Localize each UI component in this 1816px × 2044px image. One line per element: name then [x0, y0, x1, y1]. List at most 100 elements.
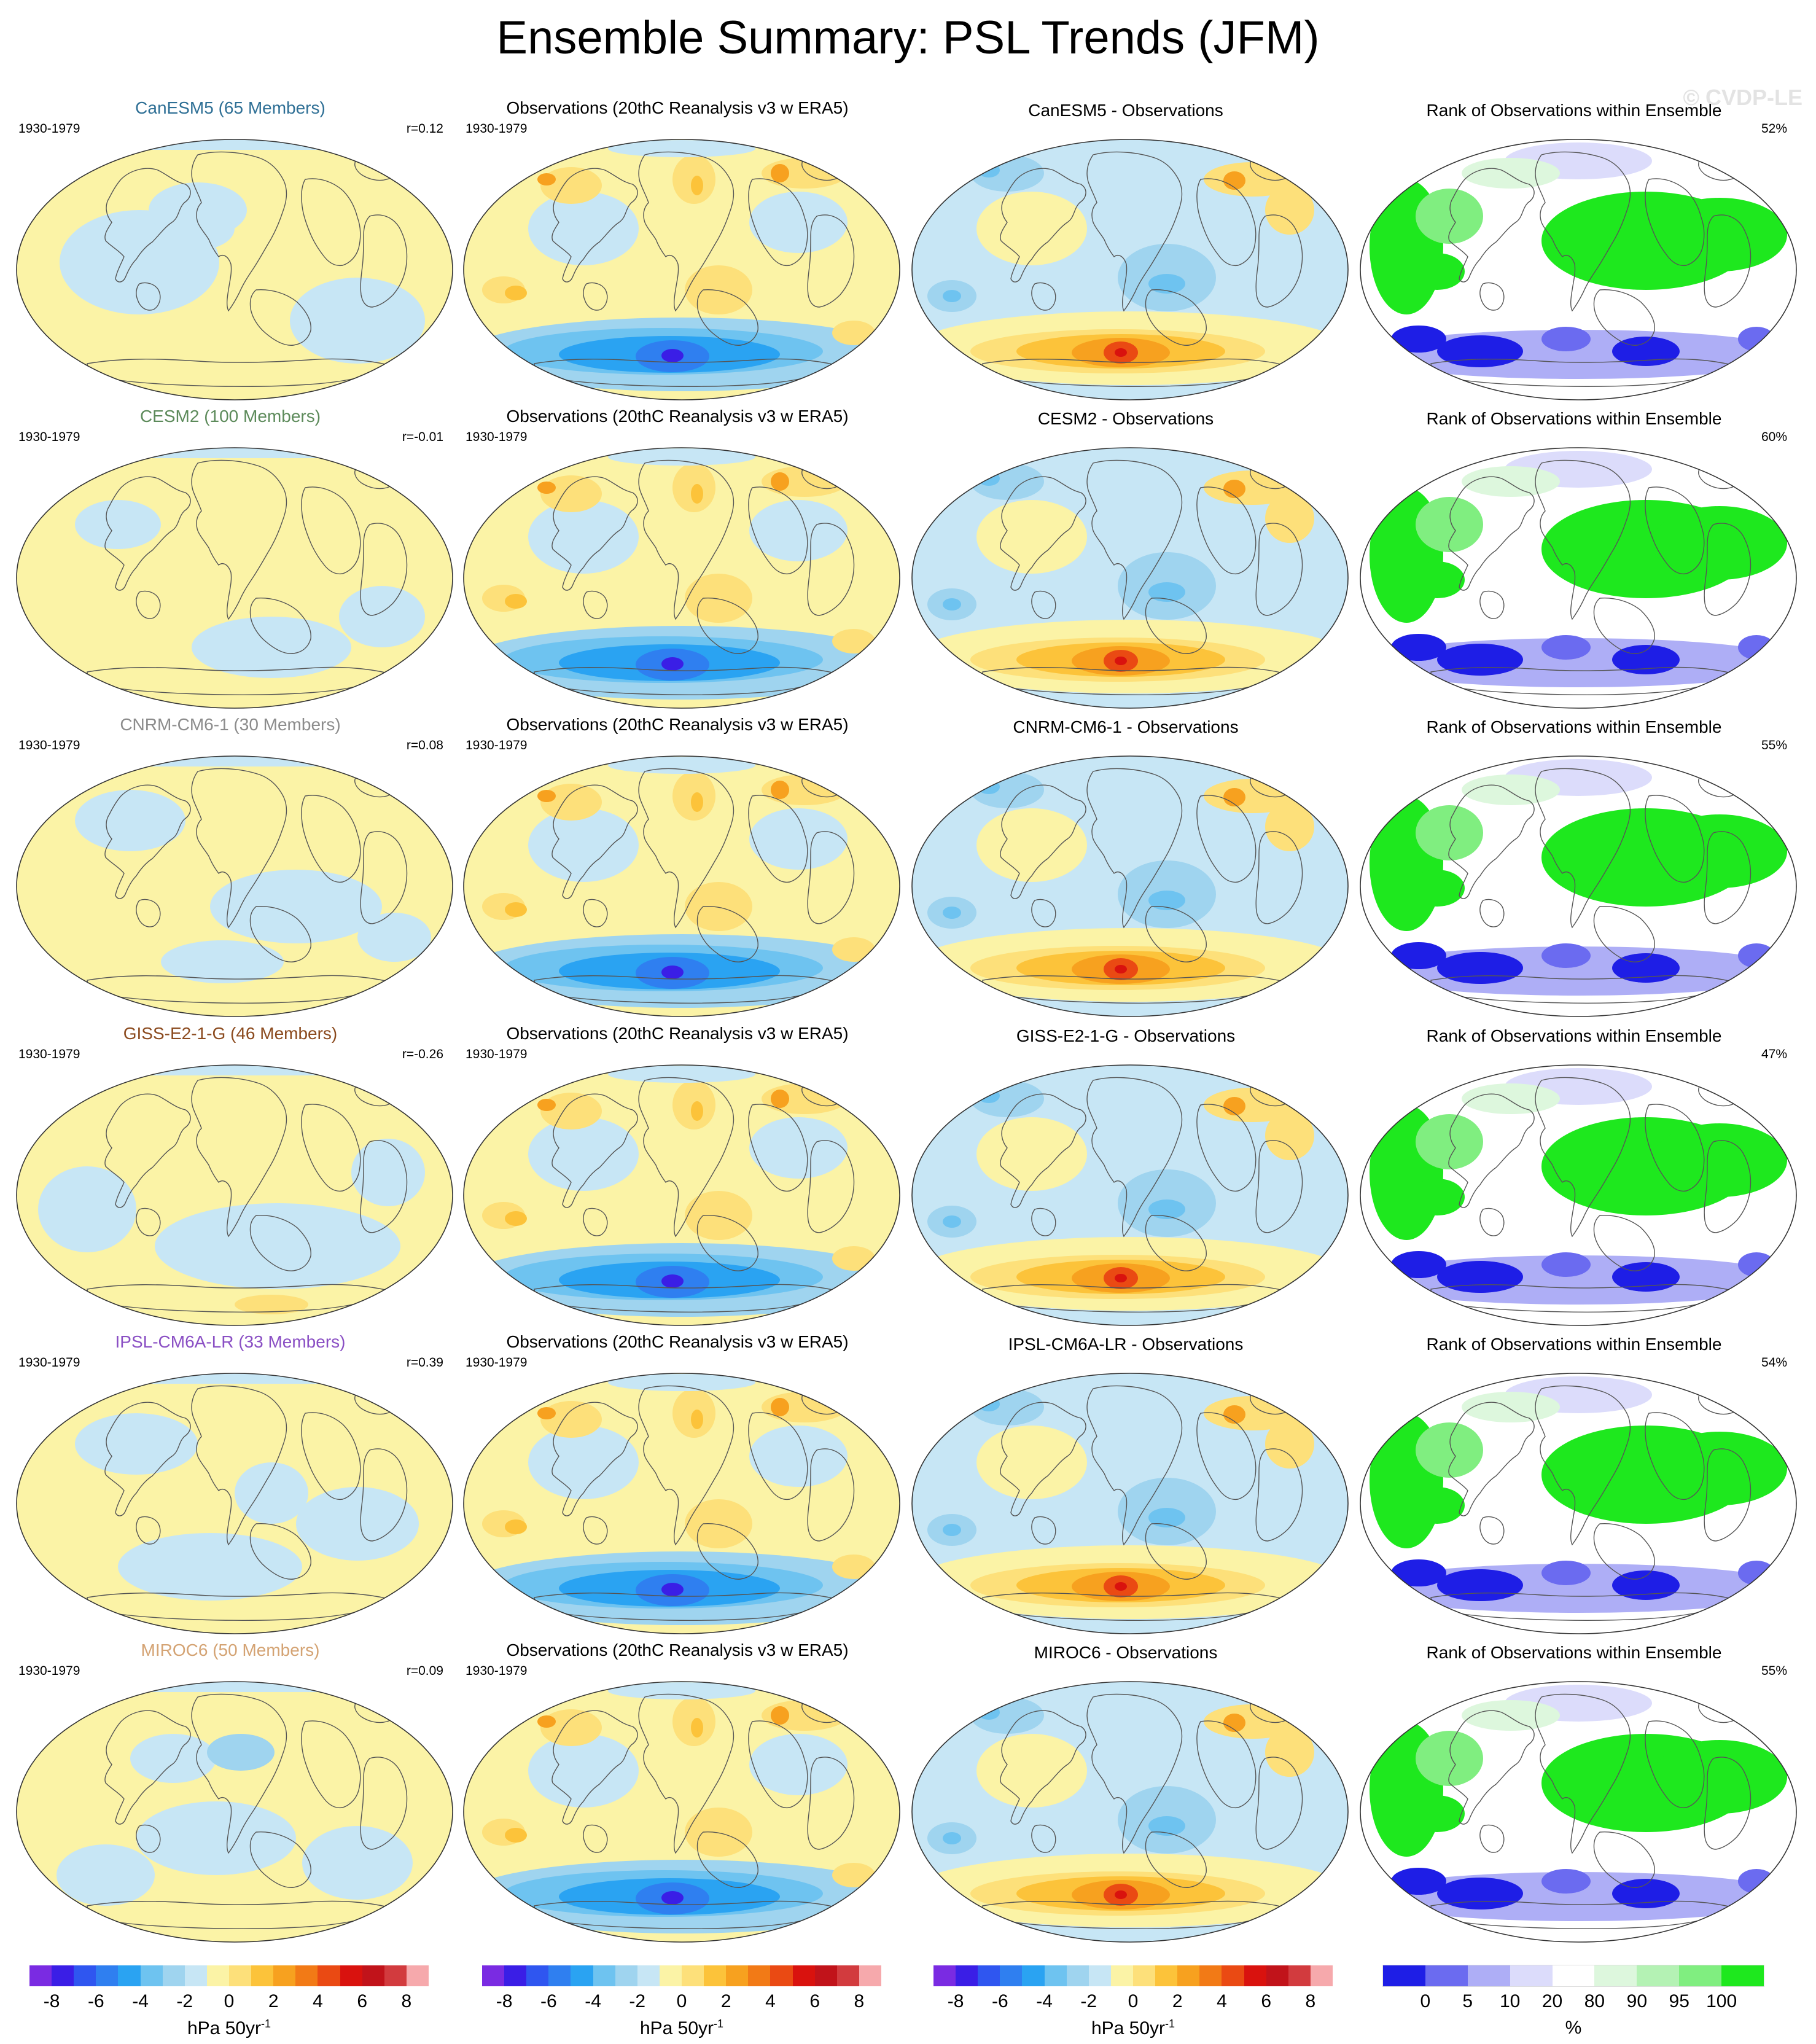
model-trend-map [16, 755, 453, 1017]
page-title: Ensemble Summary: PSL Trends (JFM) [496, 12, 1320, 64]
colorbar-swatch [1679, 1965, 1722, 1986]
panel-diff-1: CanESM5 - Observations [902, 98, 1350, 405]
map-container [909, 445, 1351, 712]
panel-title: Observations (20thC Reanalysis v3 w ERA5… [506, 1640, 849, 1660]
panel-title: CNRM-CM6-1 (30 Members) [120, 715, 341, 734]
colorbar-tick: 100 [1706, 1991, 1737, 2011]
rank-colorbar [1382, 1965, 1764, 1987]
colorbar-tick: -8 [496, 1991, 513, 2011]
colorbar-swatch [340, 1965, 363, 1986]
diff-trend-map [911, 755, 1349, 1017]
diff-trend-map [911, 1373, 1349, 1634]
pattern-correlation: r=0.09 [406, 1664, 443, 1678]
pattern-correlation: r=0.12 [406, 122, 443, 136]
colorbar-swatch [1044, 1965, 1067, 1986]
obs-trend-map [463, 1064, 900, 1326]
period-label: 1930-1979 [466, 1356, 528, 1370]
colorbar-swatch [593, 1965, 616, 1986]
unit-text: hPa 50yr [639, 2018, 714, 2038]
panel-obs-5: Observations (20thC Reanalysis v3 w ERA5… [453, 1332, 902, 1639]
colorbar-tick: 2 [720, 1991, 731, 2011]
map-container [1357, 1370, 1799, 1637]
colorbar-1 [29, 1965, 429, 1986]
map-container [909, 1679, 1351, 1946]
panel-title: CESM2 (100 Members) [139, 407, 321, 426]
colorbar-swatch [504, 1965, 527, 1986]
colorbar-tick: 0 [1128, 1991, 1139, 2011]
colorbar-tick: 2 [268, 1991, 279, 2011]
panel-diff-4: GISS-E2-1-G - Observations [902, 1024, 1350, 1331]
colorbar-unit: hPa 50yr-1 [1091, 2018, 1175, 2039]
colorbar-swatch [748, 1965, 771, 1986]
panel-obs-1: Observations (20thC Reanalysis v3 w ERA5… [453, 98, 902, 405]
map-container [14, 445, 456, 712]
period-label: 1930-1979 [466, 1664, 528, 1678]
colorbar-tick: -2 [176, 1991, 193, 2011]
pattern-correlation: r=0.08 [406, 738, 443, 752]
panel-title: MIROC6 - Observations [1034, 1643, 1218, 1662]
period-label: 1930-1979 [18, 122, 80, 136]
colorbar-tick: 4 [765, 1991, 776, 2011]
panel-title: Rank of Observations within Ensemble [1426, 1026, 1722, 1045]
map-container [909, 753, 1351, 1020]
colorbar-swatch [1244, 1965, 1267, 1986]
panel-title: IPSL-CM6A-LR - Observations [1008, 1335, 1244, 1354]
watermark: © CVDP-LE [1683, 85, 1802, 110]
colorbar-tick: 8 [1305, 1991, 1316, 2011]
map-container [909, 1062, 1351, 1329]
colorbar-swatch [704, 1965, 727, 1986]
panel-model-2: CESM2 (100 Members) 1930-1979 r=-0.01 [6, 407, 454, 714]
colorbar-swatch [859, 1965, 882, 1986]
colorbar-tick: 4 [313, 1991, 323, 2011]
panel-title: Observations (20thC Reanalysis v3 w ERA5… [506, 1332, 849, 1351]
panel-title: Observations (20thC Reanalysis v3 w ERA5… [506, 407, 849, 426]
colorbar-3 [933, 1965, 1333, 1986]
colorbar-swatch [682, 1965, 704, 1986]
panel-obs-6: Observations (20thC Reanalysis v3 w ERA5… [453, 1640, 902, 1948]
panel-title: Observations (20thC Reanalysis v3 w ERA5… [506, 98, 849, 117]
pattern-correlation: r=0.39 [406, 1356, 443, 1370]
rank-percent: 52% [1761, 122, 1787, 136]
colorbar-tick: 2 [1172, 1991, 1183, 2011]
obs-trend-map [463, 139, 900, 400]
colorbar-swatch [1510, 1965, 1553, 1986]
rank-percent: 47% [1761, 1047, 1787, 1061]
colorbar-swatch [229, 1965, 252, 1986]
rank-percent: 55% [1761, 1664, 1787, 1678]
colorbar-swatch [1088, 1965, 1112, 1986]
unit-exponent: -1 [1165, 2018, 1175, 2030]
panel-model-1: CanESM5 (65 Members) 1930-1979 r=0.12 [6, 98, 454, 405]
map-container [14, 1679, 456, 1946]
colorbar-swatch [74, 1965, 96, 1986]
colorbar-swatch [1266, 1965, 1289, 1986]
model-trend-map [16, 139, 453, 400]
colorbar-swatch [273, 1965, 296, 1986]
unit-text: hPa 50yr [187, 2018, 262, 2038]
colorbar-2 [482, 1965, 882, 1986]
colorbar-swatch [1288, 1965, 1311, 1986]
colorbar-tick: 5 [1462, 1991, 1473, 2011]
map-container [14, 136, 456, 404]
colorbar-swatch [814, 1965, 838, 1986]
colorbar-swatch [571, 1965, 594, 1986]
colorbar-tick: 0 [224, 1991, 235, 2011]
colorbar-swatch [362, 1965, 385, 1986]
rank-trend-map [1360, 1373, 1797, 1634]
colorbar-swatch [29, 1965, 52, 1986]
colorbar-swatch [1721, 1965, 1764, 1986]
colorbar-tick: 90 [1626, 1991, 1648, 2011]
colorbar-swatch [1637, 1965, 1680, 1986]
colorbar-tick: 80 [1584, 1991, 1605, 2011]
colorbar-swatch [1155, 1965, 1178, 1986]
panel-title: GISS-E2-1-G (46 Members) [123, 1024, 338, 1043]
colorbar-tick: -6 [87, 1991, 104, 2011]
map-container [909, 1370, 1351, 1637]
colorbar-swatch [1310, 1965, 1333, 1986]
colorbar-tick: 95 [1669, 1991, 1689, 2011]
map-container [1357, 445, 1799, 712]
panel-model-6: MIROC6 (50 Members) 1930-1979 r=0.09 [6, 1640, 454, 1948]
colorbar-swatch [1199, 1965, 1222, 1986]
colorbar-swatch [52, 1965, 74, 1986]
obs-trend-map [463, 1373, 900, 1634]
colorbar-swatch [792, 1965, 816, 1986]
